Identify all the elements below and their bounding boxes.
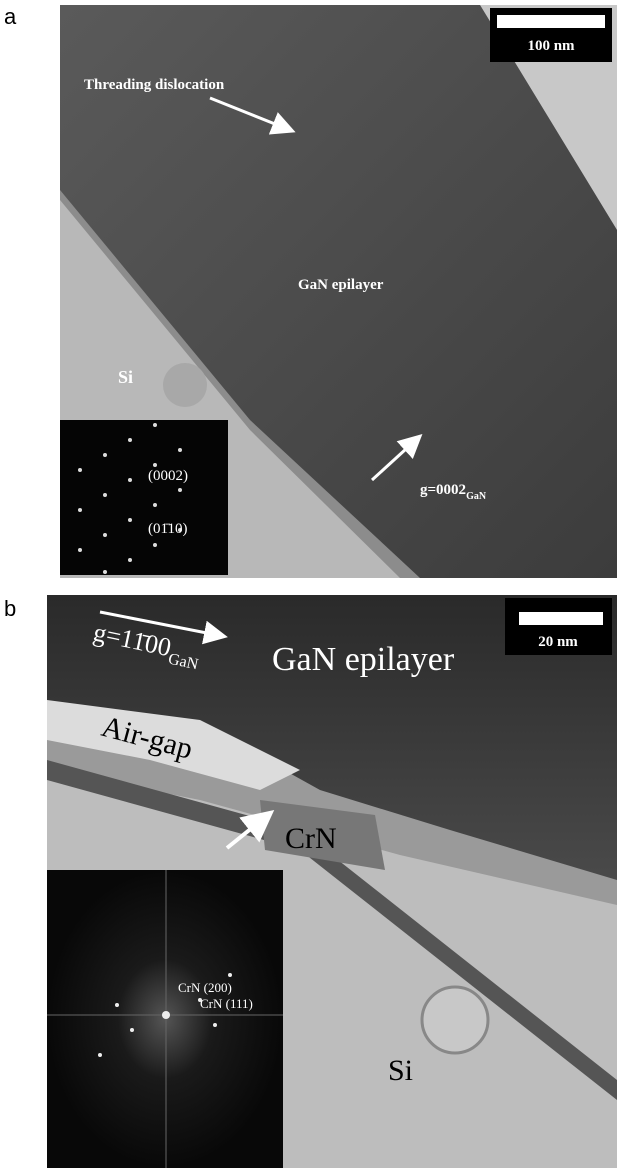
annotation: Si [118, 367, 133, 387]
scale-bar [519, 612, 603, 625]
spot-label: CrN (200) [178, 980, 232, 995]
annotation: CrN [285, 822, 337, 855]
g-sub: GaN [466, 491, 487, 502]
scale-bar-label: 20 nm [538, 634, 578, 650]
annotation: Si [388, 1054, 413, 1087]
panel-label: b [4, 596, 16, 621]
panel-label: a [4, 4, 17, 29]
annotation: Threading dislocation [84, 77, 225, 93]
scale-bar-label: 100 nm [527, 38, 575, 54]
feature [422, 987, 488, 1053]
diffraction-inset [60, 420, 228, 575]
figure: a 100 nm Threading dislocation GaN epila… [0, 0, 617, 1168]
g-main: g=0002 [420, 482, 466, 498]
fft-inset [47, 870, 283, 1168]
spot-label: (0002) [148, 468, 188, 484]
feature [163, 363, 207, 407]
scale-bar [497, 15, 605, 28]
annotation: GaN epilayer [298, 277, 384, 293]
spot-label: (01̄10) [148, 521, 187, 537]
tem-image-b [47, 595, 617, 1168]
spot-label: CrN (111) [200, 996, 253, 1011]
annotation: GaN epilayer [272, 641, 455, 678]
